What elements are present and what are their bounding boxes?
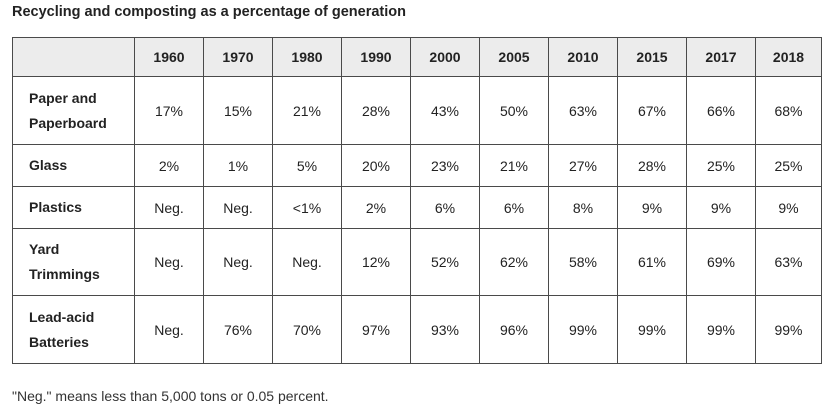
table-cell: Neg.	[203, 186, 273, 229]
table-cell: Neg.	[134, 186, 204, 229]
column-header-2000: 2000	[410, 37, 480, 77]
table-cell: 6%	[479, 186, 549, 229]
table-cell: 2%	[341, 186, 411, 229]
table-cell: 99%	[617, 295, 687, 364]
table-cell: 21%	[479, 144, 549, 187]
row-label-line: Trimmings	[29, 266, 100, 282]
table-cell: 62%	[479, 228, 549, 296]
column-header-1960: 1960	[134, 37, 204, 77]
table-cell: 25%	[755, 144, 822, 187]
row-label-line: Plastics	[29, 199, 82, 215]
table-cell: 9%	[755, 186, 822, 229]
table-cell: 8%	[548, 186, 618, 229]
recycling-table: 1960 1970 1980 1990 2000 2005 2010 2015 …	[12, 37, 822, 364]
table-row-lead-acid-batteries: Lead-acid Batteries Neg. 76% 70% 97% 93%…	[12, 295, 822, 364]
table-cell: 63%	[755, 228, 822, 296]
table-cell: Neg.	[134, 228, 204, 296]
table-row-plastics: Plastics Neg. Neg. <1% 2% 6% 6% 8% 9% 9%…	[12, 186, 822, 229]
table-cell: 23%	[410, 144, 480, 187]
row-label-paper: Paper and Paperboard	[12, 76, 135, 145]
column-header-2010: 2010	[548, 37, 618, 77]
row-label-yard-trimmings: Yard Trimmings	[12, 228, 135, 296]
column-header-1970: 1970	[203, 37, 273, 77]
table-cell: 99%	[548, 295, 618, 364]
column-header-2017: 2017	[686, 37, 756, 77]
table-cell: 50%	[479, 76, 549, 145]
table-cell: 6%	[410, 186, 480, 229]
column-header-1980: 1980	[272, 37, 342, 77]
table-cell: 93%	[410, 295, 480, 364]
table-cell: 20%	[341, 144, 411, 187]
table-cell: 28%	[617, 144, 687, 187]
table-cell: 99%	[755, 295, 822, 364]
row-label-glass: Glass	[12, 144, 135, 187]
table-row-yard-trimmings: Yard Trimmings Neg. Neg. Neg. 12% 52% 62…	[12, 228, 822, 296]
table-cell: 99%	[686, 295, 756, 364]
footnote: "Neg." means less than 5,000 tons or 0.0…	[12, 388, 329, 404]
table-cell: 66%	[686, 76, 756, 145]
table-cell: 1%	[203, 144, 273, 187]
table-cell: 5%	[272, 144, 342, 187]
table-cell: 17%	[134, 76, 204, 145]
table-cell: 9%	[617, 186, 687, 229]
header-corner-cell	[12, 37, 135, 77]
table-cell: 70%	[272, 295, 342, 364]
table-cell: 43%	[410, 76, 480, 145]
row-label-line: Paperboard	[29, 114, 107, 131]
column-header-2018: 2018	[755, 37, 822, 77]
table-cell: <1%	[272, 186, 342, 229]
table-cell: 21%	[272, 76, 342, 145]
row-label-line: Glass	[29, 157, 68, 173]
table-cell: 76%	[203, 295, 273, 364]
table-row-glass: Glass 2% 1% 5% 20% 23% 21% 27% 28% 25% 2…	[12, 144, 822, 187]
table-cell: 69%	[686, 228, 756, 296]
row-label-line: Lead-acid	[29, 308, 95, 325]
column-header-1990: 1990	[341, 37, 411, 77]
table-cell: Neg.	[203, 228, 273, 296]
table-cell: Neg.	[272, 228, 342, 296]
table-cell: 25%	[686, 144, 756, 187]
row-label-line: Yard	[29, 241, 60, 257]
table-cell: 58%	[548, 228, 618, 296]
table-cell: 2%	[134, 144, 204, 187]
table-title: Recycling and composting as a percentage…	[12, 4, 407, 20]
column-header-2015: 2015	[617, 37, 687, 77]
table-cell: 96%	[479, 295, 549, 364]
table-cell: 52%	[410, 228, 480, 296]
column-header-2005: 2005	[479, 37, 549, 77]
table-cell: 68%	[755, 76, 822, 145]
row-label-lead-acid-batteries: Lead-acid Batteries	[12, 295, 135, 364]
table-row-paper: Paper and Paperboard 17% 15% 21% 28% 43%…	[12, 76, 822, 145]
table-cell: 9%	[686, 186, 756, 229]
table-cell: 28%	[341, 76, 411, 145]
table-cell: 61%	[617, 228, 687, 296]
table-cell: 12%	[341, 228, 411, 296]
table-cell: Neg.	[134, 295, 204, 364]
row-label-plastics: Plastics	[12, 186, 135, 229]
table-cell: 97%	[341, 295, 411, 364]
row-label-line: Paper and	[29, 89, 97, 106]
row-label-line: Batteries	[29, 333, 89, 350]
table-cell: 27%	[548, 144, 618, 187]
table-cell: 67%	[617, 76, 687, 145]
table-cell: 15%	[203, 76, 273, 145]
table-cell: 63%	[548, 76, 618, 145]
header-row: 1960 1970 1980 1990 2000 2005 2010 2015 …	[12, 37, 822, 77]
